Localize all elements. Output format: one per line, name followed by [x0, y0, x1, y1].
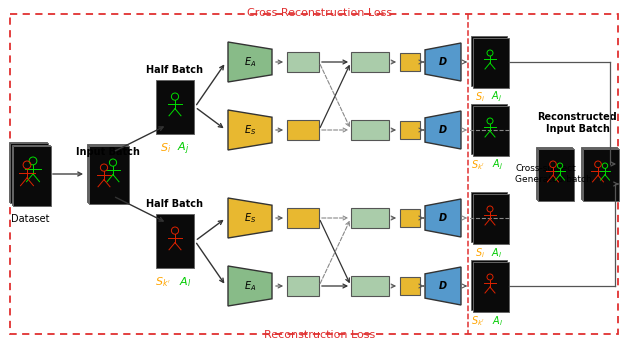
- Polygon shape: [228, 198, 272, 238]
- FancyBboxPatch shape: [538, 149, 574, 201]
- Text: Cross Reconstruction Loss: Cross Reconstruction Loss: [248, 8, 392, 18]
- Text: Reconstructed
Input Batch: Reconstructed Input Batch: [538, 112, 618, 134]
- FancyBboxPatch shape: [88, 145, 128, 203]
- FancyBboxPatch shape: [582, 148, 618, 200]
- Text: Input Batch: Input Batch: [76, 147, 140, 157]
- FancyBboxPatch shape: [472, 106, 509, 156]
- FancyBboxPatch shape: [580, 147, 617, 199]
- FancyBboxPatch shape: [472, 37, 508, 86]
- FancyBboxPatch shape: [472, 193, 509, 244]
- FancyBboxPatch shape: [351, 120, 389, 140]
- Text: D: D: [439, 125, 447, 135]
- Text: $S_{k'}$: $S_{k'}$: [156, 275, 171, 289]
- FancyBboxPatch shape: [156, 214, 194, 268]
- FancyBboxPatch shape: [400, 53, 420, 71]
- Text: $A_l$: $A_l$: [492, 314, 503, 328]
- FancyBboxPatch shape: [13, 146, 51, 206]
- Text: $S_{k'}$: $S_{k'}$: [471, 314, 485, 328]
- FancyBboxPatch shape: [156, 80, 194, 134]
- FancyBboxPatch shape: [472, 192, 508, 242]
- Text: $E_A$: $E_A$: [244, 55, 256, 69]
- FancyBboxPatch shape: [87, 144, 127, 202]
- FancyBboxPatch shape: [400, 209, 420, 227]
- FancyBboxPatch shape: [400, 121, 420, 139]
- FancyBboxPatch shape: [472, 104, 508, 155]
- FancyBboxPatch shape: [89, 146, 129, 204]
- FancyBboxPatch shape: [583, 149, 620, 201]
- FancyBboxPatch shape: [351, 52, 389, 72]
- Text: $E_A$: $E_A$: [244, 279, 256, 293]
- Polygon shape: [425, 111, 461, 149]
- Text: Half Batch: Half Batch: [147, 199, 204, 209]
- FancyBboxPatch shape: [351, 208, 389, 228]
- FancyBboxPatch shape: [287, 120, 319, 140]
- FancyBboxPatch shape: [472, 38, 509, 88]
- Text: $S_{k'}$: $S_{k'}$: [471, 158, 485, 172]
- Polygon shape: [228, 42, 272, 82]
- FancyBboxPatch shape: [12, 145, 50, 205]
- Text: $A_j$: $A_j$: [492, 158, 503, 172]
- Polygon shape: [425, 43, 461, 81]
- Text: Cross-subject
Generated batch: Cross-subject Generated batch: [515, 164, 592, 184]
- Text: $S_i$: $S_i$: [475, 246, 485, 260]
- FancyBboxPatch shape: [287, 52, 319, 72]
- Text: $S_i$: $S_i$: [475, 90, 485, 104]
- Text: D: D: [439, 281, 447, 291]
- Text: D: D: [439, 213, 447, 223]
- Polygon shape: [425, 267, 461, 305]
- FancyBboxPatch shape: [10, 143, 49, 203]
- FancyBboxPatch shape: [472, 260, 508, 310]
- FancyBboxPatch shape: [9, 142, 47, 202]
- Polygon shape: [425, 199, 461, 237]
- FancyBboxPatch shape: [400, 277, 420, 295]
- FancyBboxPatch shape: [536, 147, 572, 199]
- FancyBboxPatch shape: [287, 208, 319, 228]
- FancyBboxPatch shape: [472, 262, 509, 311]
- Text: Half Batch: Half Batch: [147, 65, 204, 75]
- Text: D: D: [439, 57, 447, 67]
- Text: $E_S$: $E_S$: [244, 123, 256, 137]
- Text: $A_l$: $A_l$: [179, 275, 191, 289]
- FancyBboxPatch shape: [351, 276, 389, 296]
- Polygon shape: [228, 266, 272, 306]
- Text: $A_j$: $A_j$: [177, 141, 189, 157]
- Polygon shape: [228, 110, 272, 150]
- Text: $S_i$: $S_i$: [160, 141, 171, 155]
- Text: $A_j$: $A_j$: [491, 90, 502, 104]
- Text: $A_l$: $A_l$: [491, 246, 502, 260]
- FancyBboxPatch shape: [537, 148, 573, 200]
- FancyBboxPatch shape: [287, 276, 319, 296]
- Text: Dataset: Dataset: [11, 214, 49, 224]
- Text: $E_S$: $E_S$: [244, 211, 256, 225]
- Text: Reconstruction Loss: Reconstruction Loss: [264, 330, 376, 340]
